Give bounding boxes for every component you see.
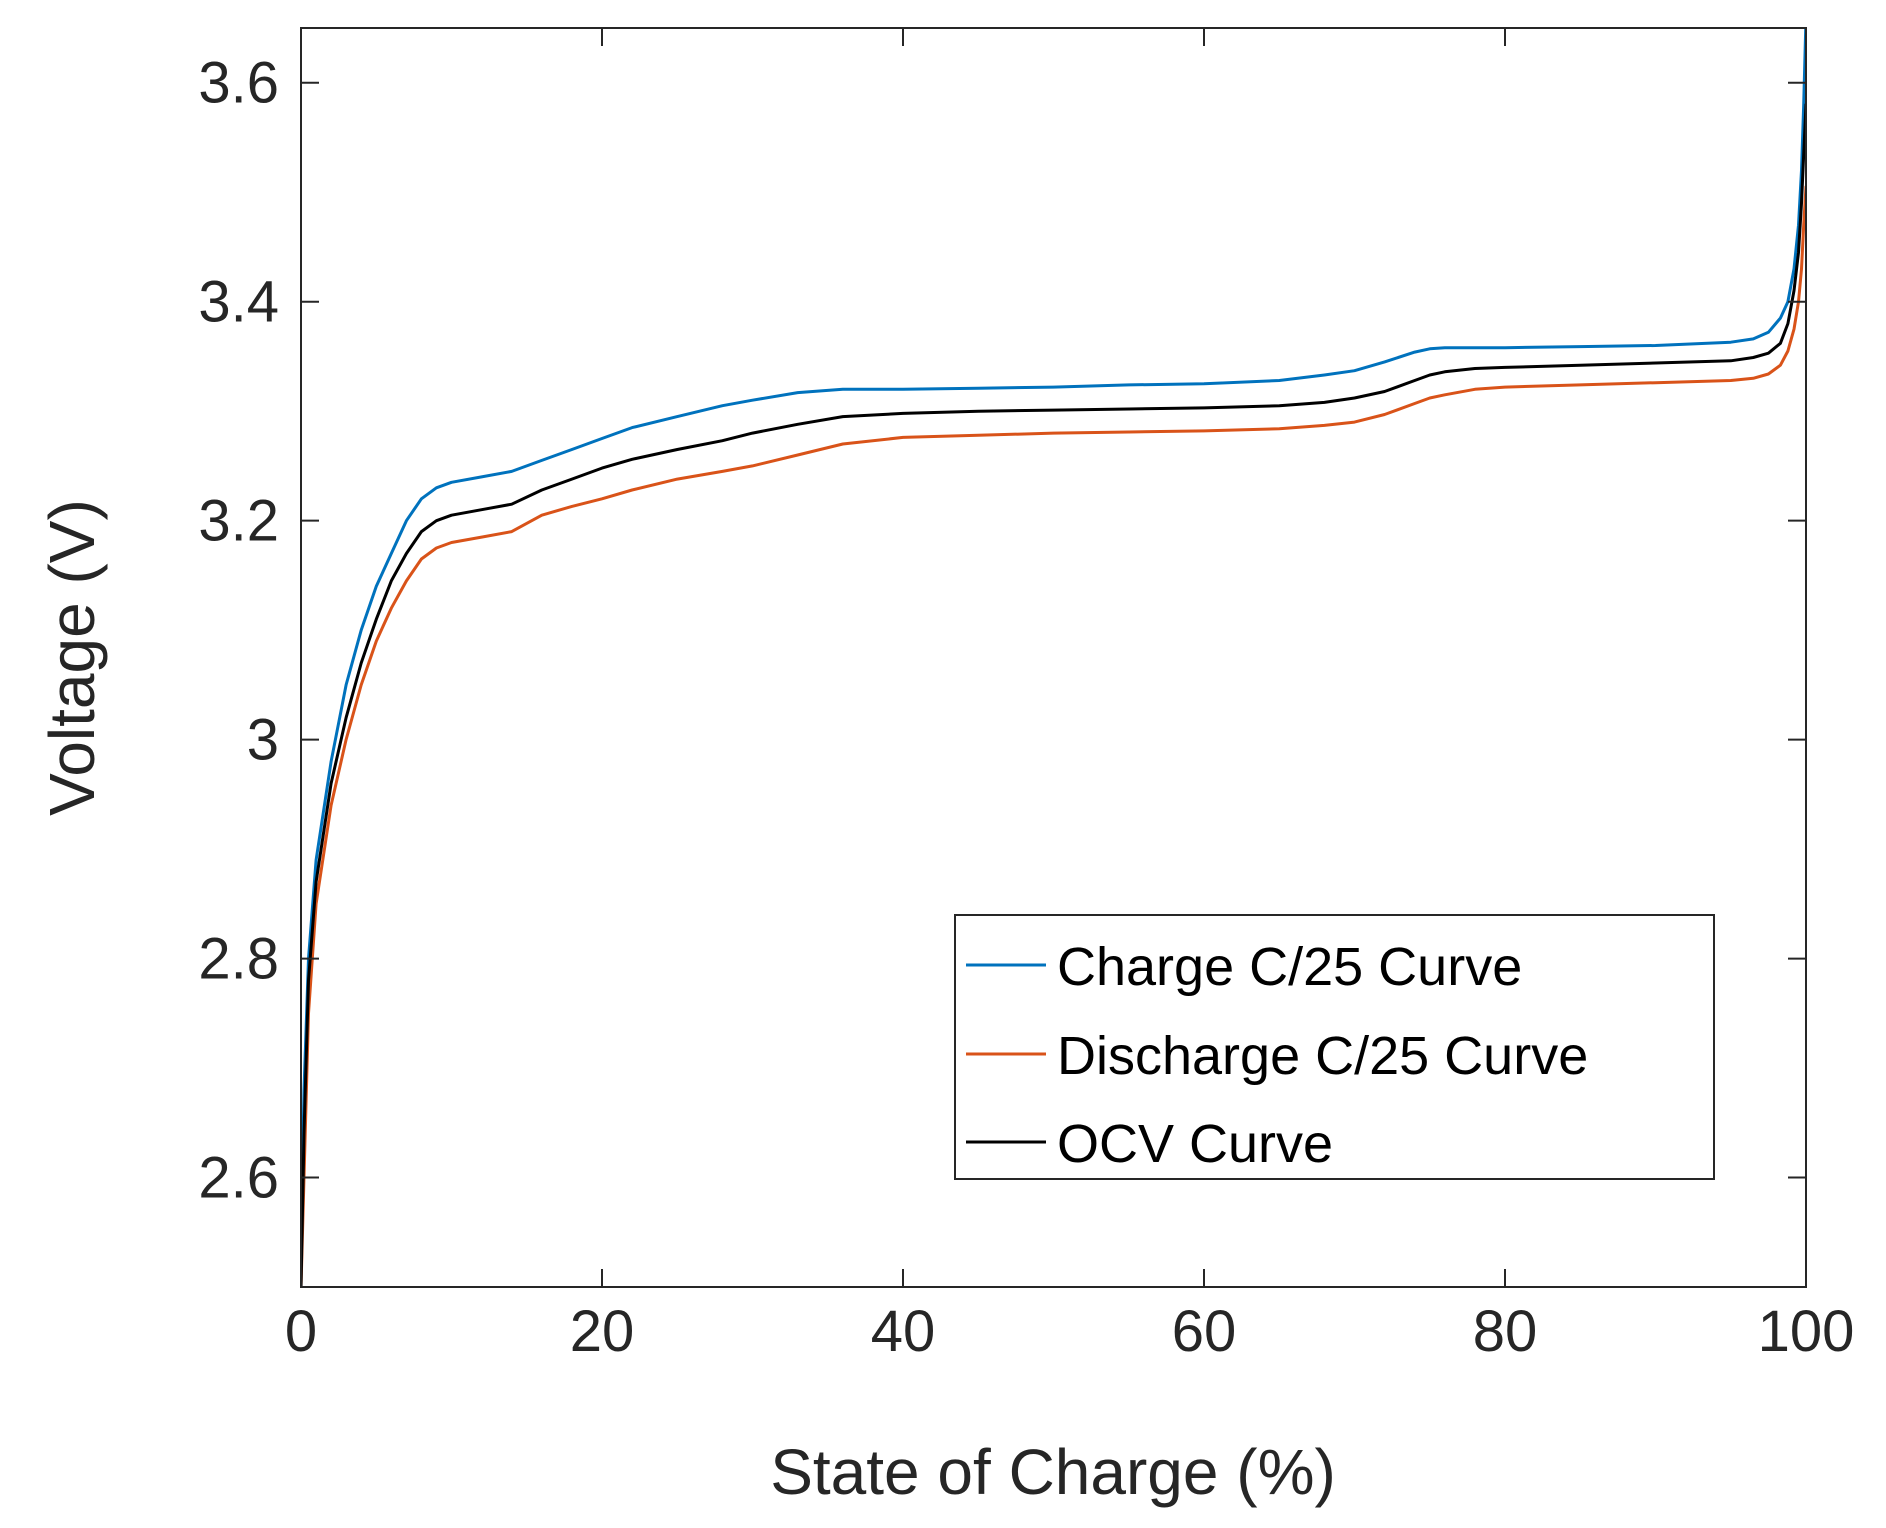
plot-frame <box>300 27 1807 1288</box>
discharge-curve-line <box>301 185 1806 1287</box>
y-tick-label: 3.4 <box>198 270 279 335</box>
x-axis-ticks: 0 20 40 60 80 100 <box>285 28 1855 1364</box>
legend-box <box>954 914 1715 1180</box>
y-axis-label: Voltage (V) <box>36 499 108 816</box>
legend-label-discharge: Discharge C/25 Curve <box>1057 1026 1588 1086</box>
x-tick-label: 0 <box>285 1299 317 1364</box>
legend-label-charge: Charge C/25 Curve <box>1057 937 1522 997</box>
x-tick-label: 60 <box>1172 1299 1237 1364</box>
y-axis-ticks: 2.6 2.8 3 3.2 3.4 3.6 <box>198 51 1806 1211</box>
ocv-curve-line <box>301 103 1806 1287</box>
y-tick-label: 2.6 <box>198 1146 279 1211</box>
x-tick-label: 40 <box>871 1299 936 1364</box>
legend-label-ocv: OCV Curve <box>1057 1114 1333 1174</box>
legend: Charge C/25 Curve Discharge C/25 Curve O… <box>954 914 1715 1180</box>
y-tick-label: 2.8 <box>198 927 279 992</box>
x-tick-label: 100 <box>1758 1299 1855 1364</box>
x-tick-label: 80 <box>1473 1299 1538 1364</box>
x-axis-label: State of Charge (%) <box>770 1436 1336 1508</box>
y-tick-label: 3.2 <box>198 489 279 554</box>
y-tick-label: 3 <box>247 708 279 773</box>
series-group <box>301 28 1806 1287</box>
charge-curve-line <box>301 28 1806 1256</box>
x-tick-label: 20 <box>570 1299 635 1364</box>
y-tick-label: 3.6 <box>198 51 279 116</box>
